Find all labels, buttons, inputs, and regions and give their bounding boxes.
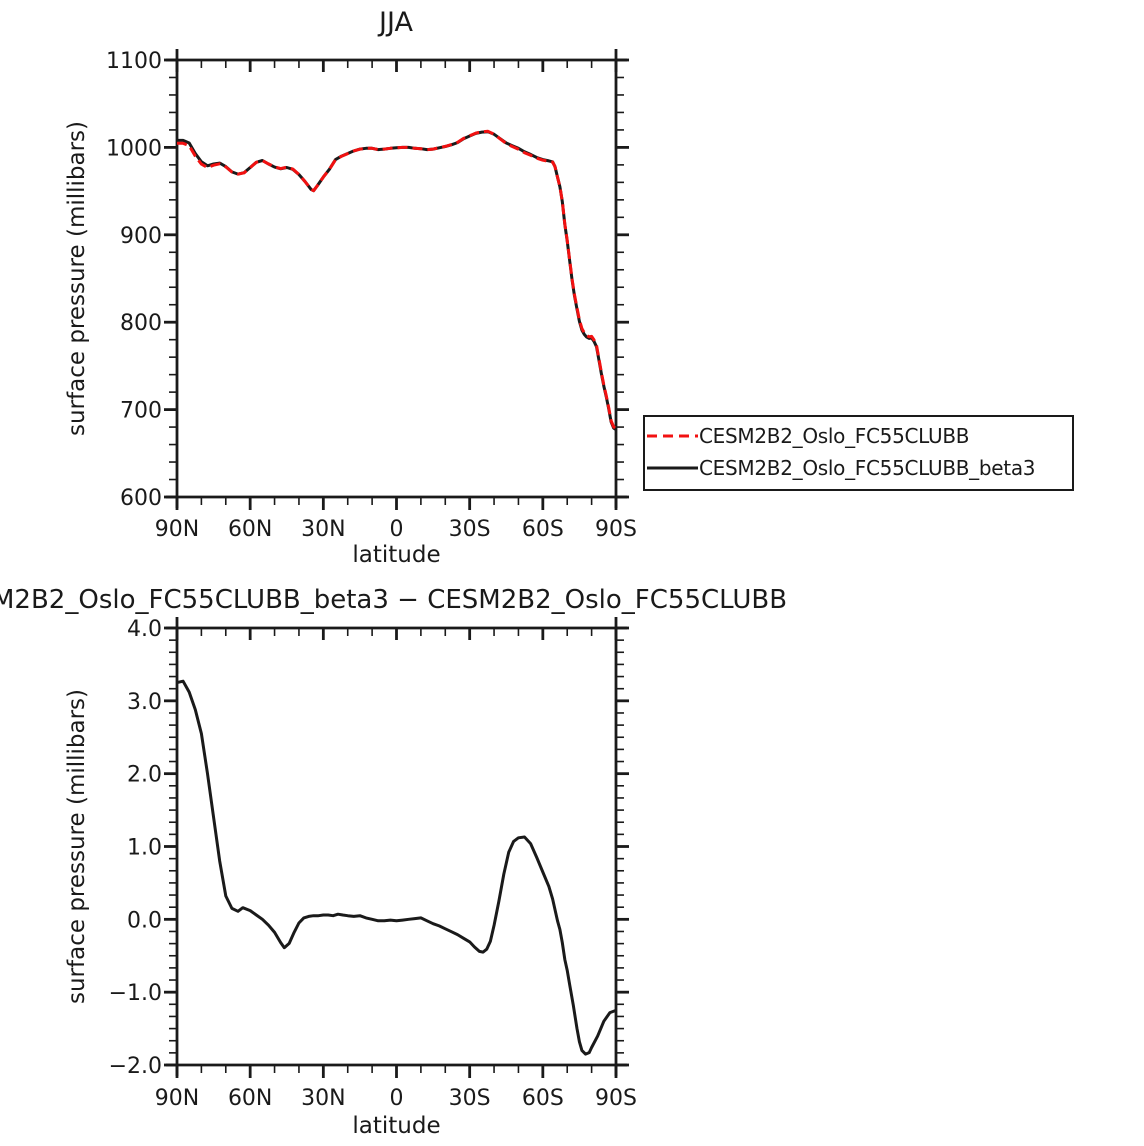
x-tick-label: 60N xyxy=(228,1086,272,1111)
legend-label: CESM2B2_Oslo_FC55CLUBB xyxy=(699,424,970,448)
y-tick-label: −2.0 xyxy=(109,1054,162,1079)
y-tick-label: 600 xyxy=(120,486,162,511)
x-tick-label: 0 xyxy=(390,1086,404,1111)
legend-label: CESM2B2_Oslo_FC55CLUBB_beta3 xyxy=(699,456,1036,480)
curve-cesm2b2-oslo-fc55clubb-beta3 xyxy=(177,130,617,431)
y-tick-label: 3.0 xyxy=(127,690,162,715)
x-tick-label: 90N xyxy=(155,517,199,542)
bottom-chart-x-axis-label: latitude xyxy=(352,1113,440,1139)
bottom-chart-title: M2B2_Oslo_FC55CLUBB_beta3 − CESM2B2_Oslo… xyxy=(0,585,787,615)
x-tick-label: 30S xyxy=(449,517,491,542)
x-tick-label: 0 xyxy=(390,517,404,542)
black-solid-line-swatch xyxy=(647,466,698,470)
x-tick-label: 90N xyxy=(155,1086,199,1111)
y-tick-label: 0.0 xyxy=(127,908,162,933)
x-tick-label: 30S xyxy=(449,1086,491,1111)
x-tick-label: 30N xyxy=(301,1086,345,1111)
y-tick-label: 900 xyxy=(120,224,162,249)
x-tick-label: 30N xyxy=(301,517,345,542)
legend-entry-control: CESM2B2_Oslo_FC55CLUBB xyxy=(647,421,1072,451)
legend-box: CESM2B2_Oslo_FC55CLUBB CESM2B2_Oslo_FC55… xyxy=(643,415,1074,491)
x-tick-label: 60S xyxy=(522,517,564,542)
x-tick-label: 60S xyxy=(522,1086,564,1111)
legend-entry-beta3: CESM2B2_Oslo_FC55CLUBB_beta3 xyxy=(647,453,1072,483)
y-tick-label: 1100 xyxy=(106,49,162,74)
y-tick-label: 4.0 xyxy=(127,617,162,642)
y-tick-label: 2.0 xyxy=(127,763,162,788)
top-chart-y-axis-label: surface pressure (millibars) xyxy=(64,121,90,436)
top-chart-title: JJA xyxy=(377,7,413,38)
x-tick-label: 60N xyxy=(228,517,272,542)
y-tick-label: −1.0 xyxy=(109,981,162,1006)
y-tick-label: 1.0 xyxy=(127,836,162,861)
top-chart-x-axis-label: latitude xyxy=(352,542,440,568)
curve-cesm2b2-oslo-fc55clubb xyxy=(176,129,617,430)
y-tick-label: 700 xyxy=(120,399,162,424)
x-tick-label: 90S xyxy=(595,1086,637,1111)
y-tick-label: 800 xyxy=(120,311,162,336)
curve-cesm2b2-oslo-fc55clubb-beta3-cesm2b2-oslo-fc55clubb xyxy=(176,679,617,1056)
red-dashed-line-swatch xyxy=(647,434,698,438)
y-tick-label: 1000 xyxy=(106,136,162,161)
bottom-chart-y-axis-label: surface pressure (millibars) xyxy=(64,689,90,1004)
x-tick-label: 90S xyxy=(595,517,637,542)
